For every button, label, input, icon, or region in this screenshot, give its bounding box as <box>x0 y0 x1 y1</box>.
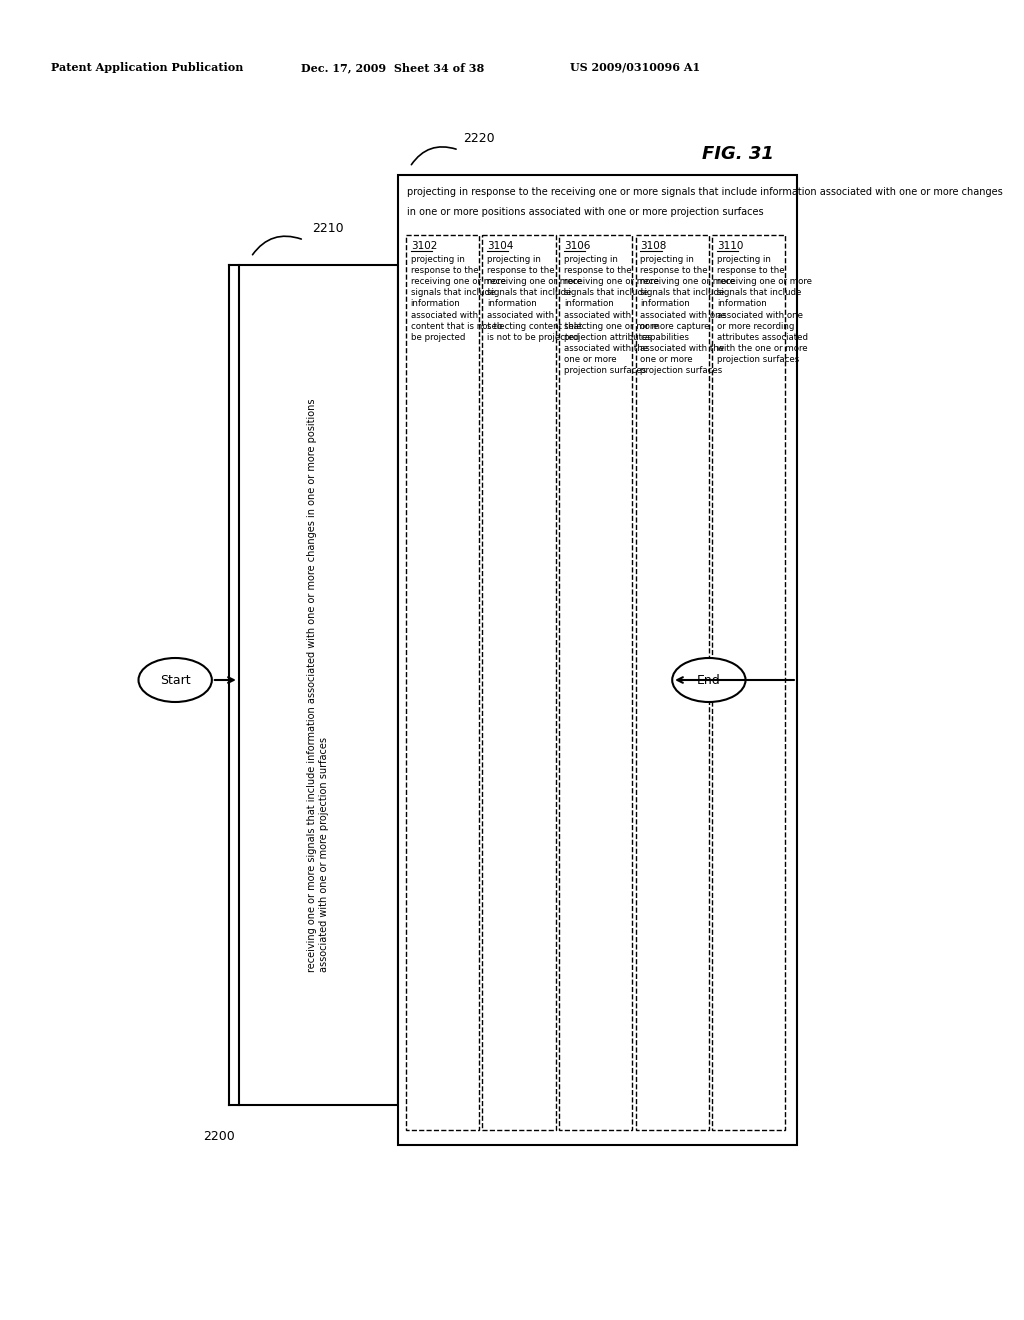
Text: 3106: 3106 <box>564 242 590 251</box>
FancyBboxPatch shape <box>636 235 709 1130</box>
Text: projecting in
response to the
receiving one or more
signals that include
informa: projecting in response to the receiving … <box>411 255 506 342</box>
Text: in one or more positions associated with one or more projection surfaces: in one or more positions associated with… <box>408 207 764 216</box>
FancyBboxPatch shape <box>482 235 556 1130</box>
Text: projecting in
response to the
receiving one or more
signals that include
informa: projecting in response to the receiving … <box>717 255 812 364</box>
Ellipse shape <box>672 657 745 702</box>
Text: Patent Application Publication: Patent Application Publication <box>50 62 243 73</box>
Text: 3104: 3104 <box>487 242 514 251</box>
FancyBboxPatch shape <box>239 265 397 1105</box>
Text: 2200: 2200 <box>203 1130 234 1143</box>
FancyBboxPatch shape <box>559 235 632 1130</box>
Text: projecting in
response to the
receiving one or more
signals that include
informa: projecting in response to the receiving … <box>640 255 735 375</box>
Text: Dec. 17, 2009  Sheet 34 of 38: Dec. 17, 2009 Sheet 34 of 38 <box>301 62 484 73</box>
Text: Start: Start <box>160 673 190 686</box>
FancyBboxPatch shape <box>397 176 797 1144</box>
FancyBboxPatch shape <box>406 235 479 1130</box>
Text: 3108: 3108 <box>640 242 667 251</box>
Text: receiving one or more signals that include information associated with one or mo: receiving one or more signals that inclu… <box>307 399 329 972</box>
FancyBboxPatch shape <box>712 235 785 1130</box>
Text: End: End <box>697 673 721 686</box>
Text: projecting in
response to the
receiving one or more
signals that include
informa: projecting in response to the receiving … <box>487 255 583 342</box>
Text: projecting in response to the receiving one or more signals that include informa: projecting in response to the receiving … <box>408 187 1004 197</box>
Text: 3102: 3102 <box>411 242 437 251</box>
Text: US 2009/0310096 A1: US 2009/0310096 A1 <box>570 62 700 73</box>
Text: 3110: 3110 <box>717 242 743 251</box>
Ellipse shape <box>138 657 212 702</box>
Text: projecting in
response to the
receiving one or more
signals that include
informa: projecting in response to the receiving … <box>564 255 658 375</box>
Text: 2220: 2220 <box>463 132 495 145</box>
Text: FIG. 31: FIG. 31 <box>702 145 774 162</box>
Text: 2210: 2210 <box>312 222 344 235</box>
